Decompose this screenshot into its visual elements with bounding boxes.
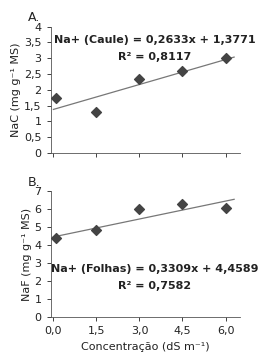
Text: R² = 0,7582: R² = 0,7582 bbox=[118, 281, 191, 291]
Point bbox=[137, 206, 141, 212]
Point bbox=[94, 109, 99, 115]
Text: Na+ (Caule) = 0,2633x + 1,3771: Na+ (Caule) = 0,2633x + 1,3771 bbox=[54, 36, 255, 45]
Text: A.: A. bbox=[28, 11, 40, 24]
Text: B.: B. bbox=[28, 176, 41, 188]
Point bbox=[180, 201, 185, 207]
X-axis label: Concentração (dS m⁻¹): Concentração (dS m⁻¹) bbox=[81, 342, 210, 352]
Y-axis label: NaF (mg g⁻¹ MS): NaF (mg g⁻¹ MS) bbox=[22, 208, 32, 301]
Point bbox=[223, 55, 227, 61]
Text: Na+ (Folhas) = 0,3309x + 4,4589: Na+ (Folhas) = 0,3309x + 4,4589 bbox=[51, 264, 259, 274]
Point bbox=[180, 68, 185, 74]
Point bbox=[54, 235, 58, 241]
Point bbox=[137, 76, 141, 82]
Point bbox=[223, 205, 227, 211]
Text: R² = 0,8117: R² = 0,8117 bbox=[118, 52, 191, 62]
Point bbox=[54, 95, 58, 101]
Point bbox=[94, 227, 99, 233]
Y-axis label: NaC (mg g⁻¹ MS): NaC (mg g⁻¹ MS) bbox=[11, 42, 21, 137]
